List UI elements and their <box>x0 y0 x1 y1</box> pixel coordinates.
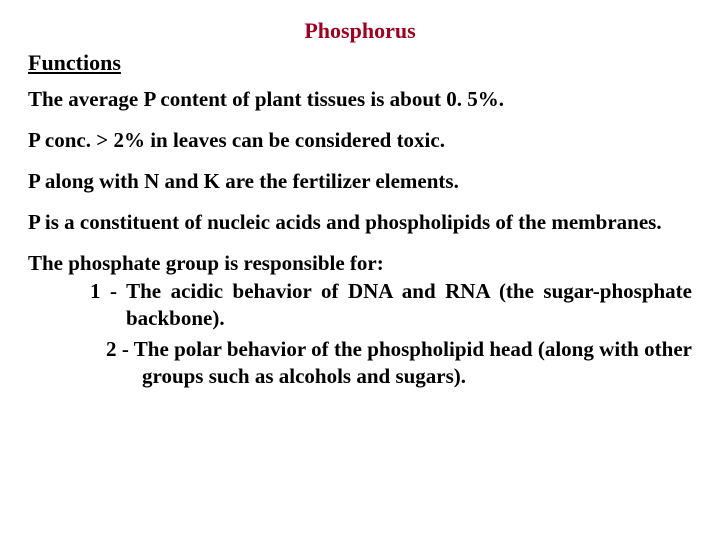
paragraph-fertilizer-elements: P along with N and K are the fertilizer … <box>28 168 692 195</box>
list-item-acidic-behavior: 1 - The acidic behavior of DNA and RNA (… <box>28 278 692 332</box>
paragraph-phosphate-group-lead: The phosphate group is responsible for: <box>28 250 692 277</box>
paragraph-constituent: P is a constituent of nucleic acids and … <box>28 209 692 236</box>
section-heading-functions: Functions <box>28 50 692 76</box>
paragraph-avg-content: The average P content of plant tissues i… <box>28 86 692 113</box>
list-item-polar-behavior: 2 - The polar behavior of the phospholip… <box>28 336 692 390</box>
paragraph-toxic-threshold: P conc. > 2% in leaves can be considered… <box>28 127 692 154</box>
slide-title: Phosphorus <box>28 18 692 44</box>
